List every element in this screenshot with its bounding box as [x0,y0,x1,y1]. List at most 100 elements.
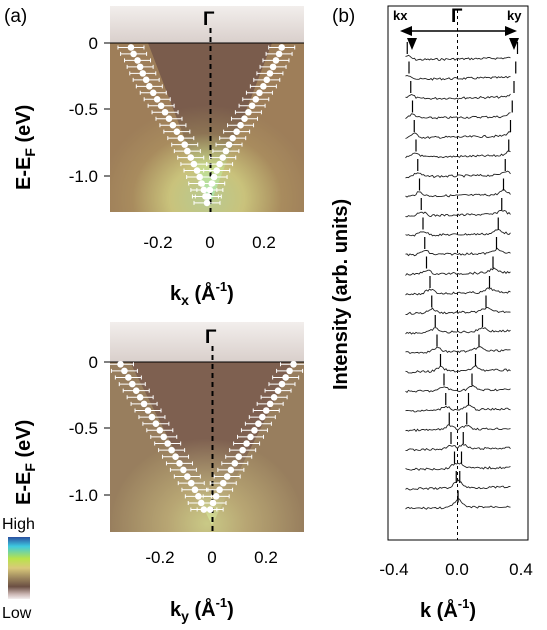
data-point [266,400,274,408]
data-point [184,473,191,480]
panel-label-b: (b) [332,6,355,27]
data-point [252,95,260,103]
a2-ylabel: E-EF (eV) [13,420,38,505]
data-point [274,387,282,394]
colorbar-low-label: Low [2,605,32,622]
data-point [161,108,169,116]
data-point [142,76,150,84]
panel-a-top: Γ 0 -0.5 -1.0 -0.2 0 0.2 kx (Å-1) E-EF (… [13,6,304,308]
a1-ytick-label-0: 0 [89,34,98,53]
data-point [270,393,278,401]
data-point [278,44,286,51]
data-point [266,70,274,77]
data-point [125,374,132,381]
panel-b-kx-label: kx [393,8,408,23]
data-point [222,147,230,155]
panel-a-bottom-points [106,360,308,513]
panel-b-kx-marker [407,38,417,50]
data-point [209,499,217,507]
colorbar: High Low [2,516,35,622]
data-point [132,387,140,394]
mdc-curve [405,443,511,452]
mdc-curve [405,424,511,433]
data-point [278,380,286,388]
data-point [216,486,223,494]
data-point [130,50,137,58]
panel-a-bottom-shade [110,362,304,532]
data-point [219,479,227,487]
data-point [203,199,211,207]
data-point [128,380,136,388]
data-point [213,167,220,174]
data-point [260,83,267,90]
mdc-curve [405,479,511,491]
data-point [160,433,168,441]
data-point [225,141,233,148]
data-point [263,76,271,84]
data-point [247,433,254,441]
data-point [248,102,256,110]
mdc-curve [405,365,511,374]
data-point [121,367,128,375]
mdc-curve [405,287,511,296]
mdc-curve [405,346,511,355]
data-point [181,141,189,148]
data-point [210,173,218,181]
panel-b-arrow-head-right [505,26,517,36]
data-point [140,400,148,408]
mdc-curve [405,229,511,237]
colorbar-gradient [8,537,30,599]
data-point [173,128,181,135]
data-point [184,147,191,155]
data-point [216,160,223,168]
a2-xtick-label-2: 0.2 [254,548,278,567]
mdc-curve [405,170,511,179]
a1-xtick-label-1: 0 [205,233,214,252]
data-point [190,160,198,168]
mdc-curve [405,247,511,257]
mdc-curve [405,150,511,159]
panel-a-bottom: Γ 0 -0.5 -1.0 -0.2 0 0.2 ky (Å-1) E-EF (… [13,322,308,624]
data-point [243,440,250,447]
data-point [282,374,289,381]
data-point [235,453,243,461]
data-point [231,460,239,467]
data-point [152,420,160,427]
panel-a-top-points [117,44,296,207]
mdc-curve [405,384,511,394]
data-point [286,367,293,375]
data-point [136,63,144,71]
data-point [177,134,185,142]
panel-b-ky-label: ky [507,8,522,23]
data-point [206,506,214,513]
data-point [255,420,262,427]
data-point [290,360,297,368]
data-point [157,102,165,110]
data-point [206,186,214,194]
panel-b-gamma: Γ [451,6,463,27]
a2-ytick-label-2: -1.0 [69,486,98,505]
mdc-curve [405,131,511,140]
panel-a-bottom-gamma: Γ [205,327,217,348]
data-point [144,407,152,414]
data-point [127,44,135,51]
a2-ytick-label-0: 0 [89,353,98,372]
a1-ylabel: E-EF (eV) [13,105,38,190]
a2-ytick-label-1: -0.5 [69,419,98,438]
data-point [251,427,258,434]
b-xtick-label-0: -0.4 [379,560,408,579]
data-point [233,128,240,135]
data-point [223,473,231,480]
data-point [237,121,244,129]
data-point [156,427,164,434]
data-point [256,89,263,97]
panel-b-frame [387,5,529,541]
b-xtick-label-2: 0.4 [509,560,533,579]
data-point [262,407,270,414]
data-point [146,83,153,90]
a1-ytick-label-1: -0.5 [69,100,98,119]
data-point [169,121,177,129]
panel-b: Γ kx ky -0.4 0.0 0.4 k (Å-1) Intensity (… [330,5,533,622]
data-point [153,95,161,103]
data-point [195,493,202,500]
